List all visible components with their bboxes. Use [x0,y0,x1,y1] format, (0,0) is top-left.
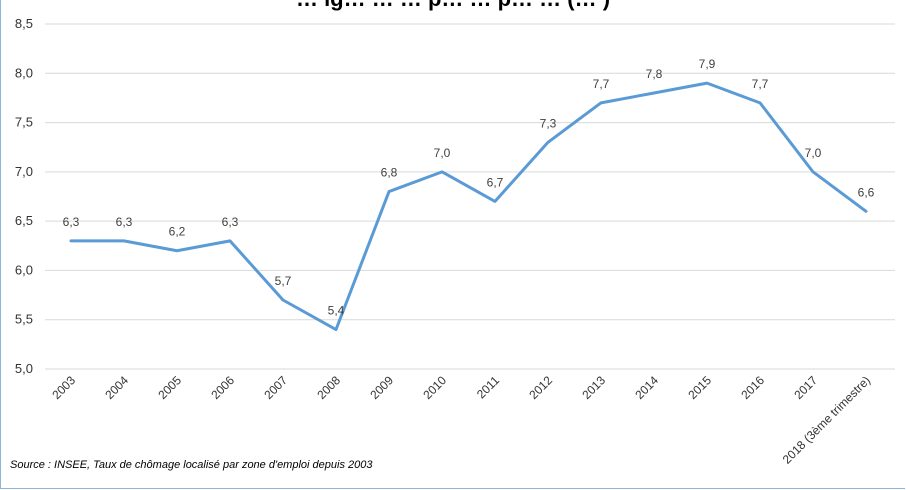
x-tick-label: 2012 [526,373,555,402]
data-label: 7,7 [752,77,769,91]
data-label: 6,3 [63,215,80,229]
x-tick-label: 2011 [474,373,502,401]
data-label: 6,6 [858,185,875,199]
data-label: 7,0 [434,146,451,160]
x-tick-label: 2014 [632,373,661,402]
y-tick-label: 5,5 [15,312,33,327]
x-tick-label: 2007 [261,373,290,402]
x-tick-label: 2008 [314,373,343,402]
x-tick-label: 2009 [367,373,396,402]
x-tick-label: 2005 [155,373,184,402]
data-label: 7,7 [593,77,610,91]
y-tick-label: 6,5 [15,213,33,228]
data-label: 6,3 [222,215,239,229]
y-tick-label: 8,5 [15,16,33,31]
data-label: 7,3 [540,116,557,130]
series-line [69,81,868,332]
data-label: 7,0 [805,146,822,160]
x-tick-label: 2016 [738,373,767,402]
x-tick-label: 2015 [685,373,714,402]
data-label: 6,7 [487,175,504,189]
x-tick-label: 2004 [102,373,131,402]
y-tick-label: 6,0 [15,262,33,277]
y-tick-label: 7,5 [15,115,33,130]
data-label: 5,4 [328,304,345,318]
data-label: 6,3 [116,215,133,229]
x-tick-label: 2013 [579,373,608,402]
x-tick-label: 2018 (3ème trimestre) [780,373,873,466]
y-tick-label: 8,0 [15,65,33,80]
data-label: 7,9 [699,57,716,71]
x-tick-label: 2017 [791,373,820,402]
y-tick-label: 5,0 [15,361,33,376]
y-tick-label: 7,0 [15,164,33,179]
source-note: Source : INSEE, Taux de chômage localisé… [10,459,373,471]
x-tick-label: 2010 [420,373,449,402]
data-label: 6,2 [169,225,186,239]
chart-title: … ig… … … p… … p… … (… ) [0,0,906,12]
data-label: 5,7 [275,274,292,288]
data-label: 6,8 [381,166,398,180]
x-tick-label: 2003 [49,373,78,402]
x-tick-label: 2006 [208,373,237,402]
data-label: 7,8 [646,67,663,81]
